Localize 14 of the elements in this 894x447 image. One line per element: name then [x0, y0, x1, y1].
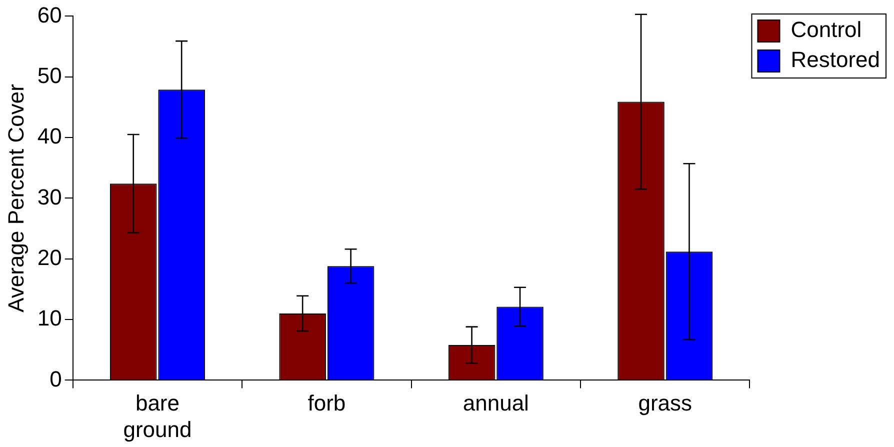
x-tick-label: forb	[308, 390, 346, 416]
legend-label: Control	[790, 17, 862, 42]
x-tick-label: grass	[638, 390, 692, 416]
y-tick-label: 50	[37, 62, 62, 88]
y-axis-title: Average Percent Cover	[3, 84, 28, 312]
y-tick-label: 20	[37, 244, 62, 270]
y-tick-label: 40	[37, 124, 62, 149]
y-tick-label: 30	[37, 184, 62, 210]
y-tick-label: 10	[37, 306, 62, 331]
y-tick-label: 60	[37, 2, 62, 28]
y-tick-label: 0	[50, 366, 62, 392]
x-tick-label: annual	[462, 390, 529, 416]
x-tick-label: bare ground	[123, 390, 192, 442]
legend-label: Restored	[790, 47, 880, 72]
